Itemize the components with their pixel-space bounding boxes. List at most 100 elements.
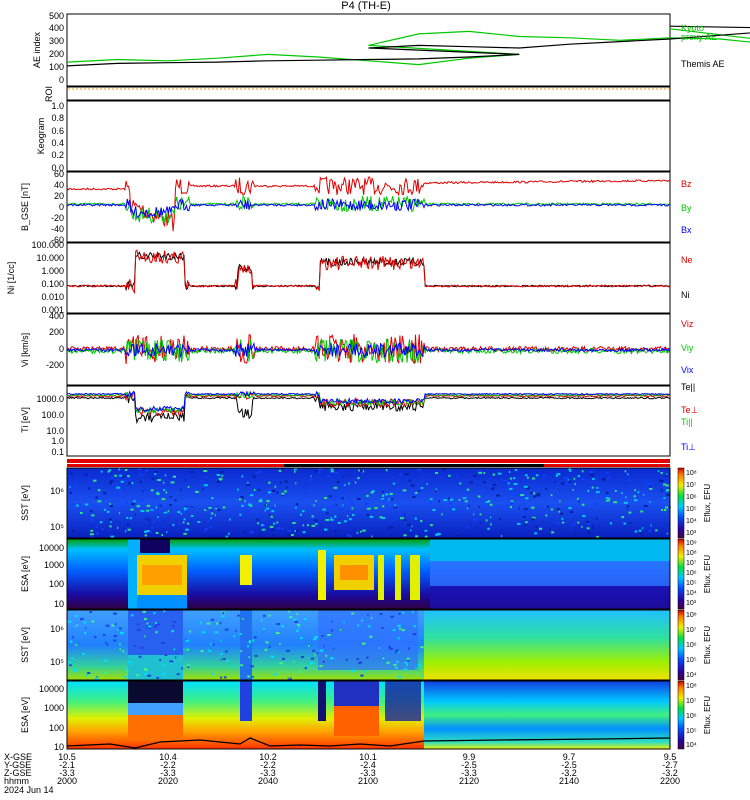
spectrogram-pixel [307, 524, 309, 527]
spectrogram-pixel [294, 620, 298, 623]
spectrogram-pixel [412, 633, 417, 636]
spectrogram-pixel [324, 497, 328, 499]
spectrogram-pixel [314, 653, 316, 656]
spectrogram-pixel [69, 486, 71, 488]
spectrogram-pixel [109, 518, 112, 521]
spectrogram-pixel [105, 624, 110, 627]
spectrogram-pixel [211, 672, 214, 675]
spectrogram-pixel [553, 520, 555, 523]
spectrogram-pixel [420, 520, 423, 523]
spectrogram-pixel [384, 505, 388, 508]
spectrogram-pixel [400, 517, 404, 520]
spectrogram-pixel [438, 500, 440, 503]
spectrogram-pixel [124, 469, 128, 471]
spectrogram-pixel [461, 511, 463, 513]
spectrogram-pixel [496, 494, 501, 497]
spectrogram-pixel [153, 612, 156, 615]
spectrogram-pixel [356, 498, 361, 500]
spectrogram-pixel [362, 670, 366, 673]
spectrogram-pixel [111, 624, 115, 627]
velocity-label-viy: Viy [681, 343, 694, 353]
esa-i-tick-2: 100 [49, 723, 64, 733]
spectrogram-pixel [110, 476, 114, 479]
spectrogram-pixel [156, 623, 161, 626]
spectrogram-pixel [137, 623, 140, 626]
spectrogram-pixel [183, 518, 186, 521]
spectrogram-pixel [385, 469, 388, 472]
spectrogram-pixel [596, 535, 599, 538]
spectrogram-pixel [207, 519, 210, 522]
x-col-3-t: 2100 [358, 776, 378, 786]
spectrogram-pixel [343, 475, 345, 478]
sst-i-tick-1: 10⁵ [50, 657, 64, 667]
velocity-tick-2: 0 [59, 344, 64, 354]
velocity-panel: Vi [km/s] 400 200 0 -200 Viz Viy Vix [20, 311, 694, 386]
spectrogram-pixel [389, 647, 393, 650]
temperature-label-te-par: Te|| [681, 382, 695, 392]
spectrogram-pixel [382, 499, 386, 502]
spectrogram-pixel [284, 480, 288, 483]
spectrogram-pixel [225, 535, 228, 538]
x-col-0-x: 10.5 [58, 752, 76, 762]
roi-panel: ROI [44, 86, 671, 102]
spectrogram-pixel [404, 513, 405, 516]
spectrogram-pixel [310, 475, 312, 478]
spectrogram-pixel [219, 534, 221, 537]
spectrogram-pixel [91, 514, 95, 517]
spectrogram-pixel [155, 506, 157, 509]
spectrogram-pixel [183, 648, 185, 651]
spectrogram-pixel [532, 477, 535, 480]
spectrogram-pixel [106, 511, 110, 513]
spectrogram-pixel [164, 474, 167, 477]
spectrogram-pixel [94, 677, 99, 680]
spectrogram-pixel [534, 532, 537, 535]
spectrogram-pixel [257, 522, 259, 525]
spectrogram-pixel [555, 475, 558, 477]
esa-i-cbar-tick-3: 10⁵ [686, 728, 697, 735]
spectrogram-pixel [628, 522, 632, 524]
spectrogram-pixel [247, 503, 251, 506]
spectrogram-pixel [185, 528, 189, 531]
spectrogram-pixel [270, 655, 275, 658]
spectrogram-pixel [261, 528, 266, 531]
spectrogram-pixel [361, 470, 365, 473]
spectrogram-pixel [429, 498, 433, 501]
spectrogram-pixel [146, 622, 149, 625]
spectrogram-pixel [325, 654, 328, 657]
spectrogram-pixel [644, 485, 648, 488]
spectrogram-pixel [113, 639, 117, 642]
spectrogram-pixel [340, 629, 342, 631]
spectrogram-pixel [250, 676, 254, 679]
spectrogram-pixel [556, 508, 561, 511]
spectrogram-pixel [330, 505, 335, 508]
spectrogram-pixel [167, 510, 169, 513]
spectrogram-pixel [118, 627, 122, 630]
spectrogram-pixel [134, 644, 137, 647]
spectrogram-pixel [313, 638, 317, 641]
spectrogram-pixel [441, 513, 443, 516]
bfield-tick-0: 60 [54, 169, 64, 179]
spectrogram-pixel [276, 521, 279, 524]
spectrogram-pixel [69, 491, 73, 494]
spectrogram-pixel [582, 515, 586, 518]
spectrogram-pixel [161, 479, 165, 482]
spectrogram-pixel [224, 628, 229, 631]
spectrogram-pixel [266, 507, 270, 510]
density-ylabel: Ni [1/cc] [6, 262, 16, 295]
spectrogram-pixel [605, 499, 610, 502]
spectrogram-pixel [424, 529, 428, 532]
spectrogram-pixel [313, 504, 315, 507]
spectrogram-pixel [407, 472, 409, 475]
spectrogram-pixel [156, 676, 159, 679]
spectrogram-pixel [600, 474, 602, 477]
x-col-5-y: -2.5 [561, 760, 577, 770]
spectrogram-pixel [586, 522, 590, 525]
spectrogram-pixel [263, 525, 266, 527]
spectrogram-pixel [286, 649, 290, 652]
spectrogram-pixel [156, 492, 160, 495]
spectrogram-pixel [262, 505, 264, 508]
x-col-2-z: -3.3 [260, 768, 276, 778]
spectrogram-pixel [249, 531, 254, 534]
spectrogram-pixel [393, 506, 398, 509]
spectrogram-pixel [330, 468, 334, 471]
